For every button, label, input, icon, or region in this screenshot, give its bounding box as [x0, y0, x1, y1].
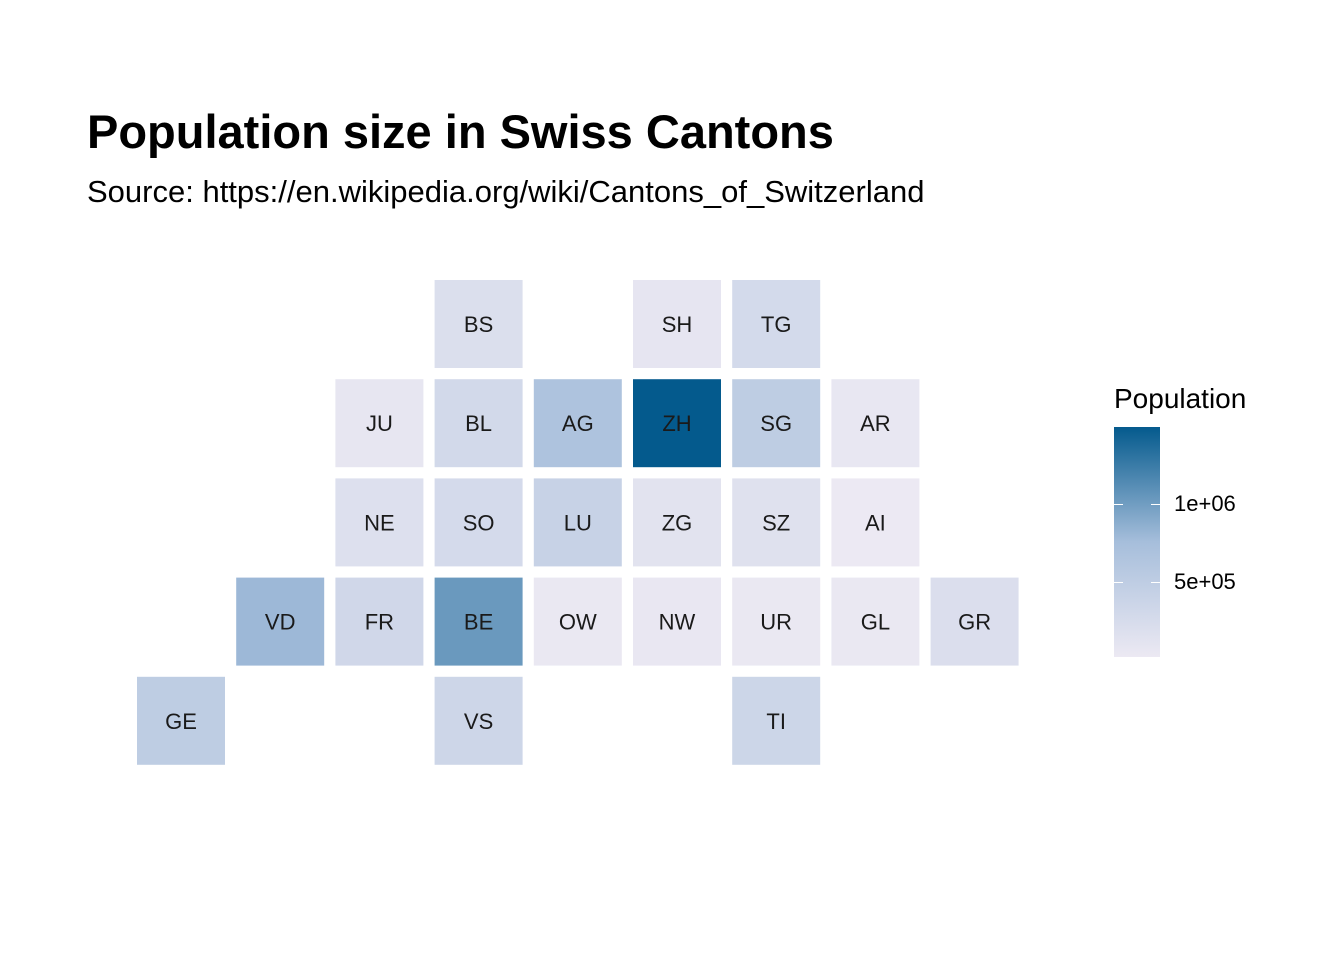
canton-tile-rect — [236, 577, 325, 666]
canton-tile-ai: AI — [831, 478, 920, 567]
canton-label: BL — [465, 411, 492, 436]
canton-label: NE — [364, 510, 395, 535]
canton-tile-rect — [335, 577, 424, 666]
canton-label: SZ — [762, 510, 790, 535]
canton-tile-rect — [633, 478, 721, 567]
canton-tile-rect — [732, 676, 821, 765]
canton-label: FR — [365, 610, 394, 635]
canton-tile-rect — [732, 577, 821, 666]
canton-tile-bs: BS — [434, 280, 523, 368]
canton-tile-so: SO — [434, 478, 523, 567]
canton-label: OW — [559, 610, 597, 635]
legend-tick-mark — [1151, 504, 1160, 506]
canton-tile-rect — [335, 379, 424, 468]
canton-tile-lu: LU — [533, 478, 622, 567]
canton-tile-rect — [137, 676, 225, 765]
canton-label: LU — [564, 510, 592, 535]
canton-tile-rect — [930, 577, 1019, 666]
canton-tile-rect — [831, 577, 920, 666]
legend-color-bar — [1114, 427, 1160, 657]
legend-tick-label: 5e+05 — [1174, 568, 1236, 594]
canton-label: BS — [464, 312, 493, 337]
canton-tile-rect — [831, 379, 920, 468]
canton-label: GE — [165, 709, 197, 734]
canton-tile-vs: VS — [434, 676, 523, 765]
canton-tile-rect — [434, 379, 523, 468]
canton-label: TG — [761, 312, 792, 337]
chart-title: Population size in Swiss Cantons — [87, 105, 834, 158]
canton-tile-rect — [335, 478, 424, 567]
canton-label: UR — [760, 610, 792, 635]
canton-tile-rect — [434, 280, 523, 368]
canton-tile-gr: GR — [930, 577, 1019, 666]
canton-tile-ag: AG — [533, 379, 622, 468]
canton-label: VD — [265, 610, 296, 635]
canton-tile-zg: ZG — [633, 478, 721, 567]
canton-label: BE — [464, 610, 493, 635]
canton-tile-rect — [633, 280, 721, 368]
canton-label: ZG — [662, 510, 693, 535]
canton-tile-gl: GL — [831, 577, 920, 666]
canton-tile-rect — [732, 478, 821, 567]
canton-tile-ur: UR — [732, 577, 821, 666]
canton-tile-rect — [533, 577, 622, 666]
canton-label: SG — [760, 411, 792, 436]
canton-label: ZH — [662, 411, 691, 436]
canton-tile-fr: FR — [335, 577, 424, 666]
canton-tile-vd: VD — [236, 577, 325, 666]
canton-tile-rect — [732, 379, 821, 468]
legend-title: Population — [1114, 383, 1247, 414]
canton-tile-nw: NW — [633, 577, 721, 666]
canton-tile-rect — [533, 379, 622, 468]
canton-tile-rect — [434, 676, 523, 765]
canton-label: TI — [766, 709, 786, 734]
canton-label: SO — [463, 510, 495, 535]
canton-tile-rect — [434, 577, 523, 666]
canton-tile-bl: BL — [434, 379, 523, 468]
canton-label: GL — [861, 610, 890, 635]
canton-label: NW — [659, 610, 696, 635]
canton-tile-ar: AR — [831, 379, 920, 468]
canton-tile-ow: OW — [533, 577, 622, 666]
canton-tile-rect — [533, 478, 622, 567]
canton-label: AG — [562, 411, 594, 436]
canton-tile-rect — [434, 478, 523, 567]
canton-label: SH — [662, 312, 693, 337]
canton-tile-ti: TI — [732, 676, 821, 765]
canton-tile-ju: JU — [335, 379, 424, 468]
legend-tick-mark — [1114, 504, 1123, 506]
canton-tile-ge: GE — [137, 676, 225, 765]
canton-tile-sh: SH — [633, 280, 721, 368]
canton-label: AI — [865, 510, 886, 535]
canton-tile-rect — [831, 478, 920, 567]
canton-tile-rect — [732, 280, 821, 368]
canton-tile-sg: SG — [732, 379, 821, 468]
canton-tile-zh: ZH — [633, 379, 721, 468]
legend-tick-mark — [1151, 581, 1160, 583]
canton-label: AR — [860, 411, 891, 436]
canton-tile-tg: TG — [732, 280, 821, 368]
canton-tile-rect — [633, 577, 721, 666]
canton-tile-be: BE — [434, 577, 523, 666]
canton-tile-ne: NE — [335, 478, 424, 567]
canton-label: GR — [958, 610, 991, 635]
canton-label: VS — [464, 709, 493, 734]
chart-subtitle: Source: https://en.wikipedia.org/wiki/Ca… — [87, 174, 925, 209]
canton-label: JU — [366, 411, 393, 436]
legend-tick-label: 1e+06 — [1174, 491, 1236, 517]
canton-tile-rect — [633, 379, 721, 468]
legend-tick-mark — [1114, 581, 1123, 583]
canton-tile-sz: SZ — [732, 478, 821, 567]
